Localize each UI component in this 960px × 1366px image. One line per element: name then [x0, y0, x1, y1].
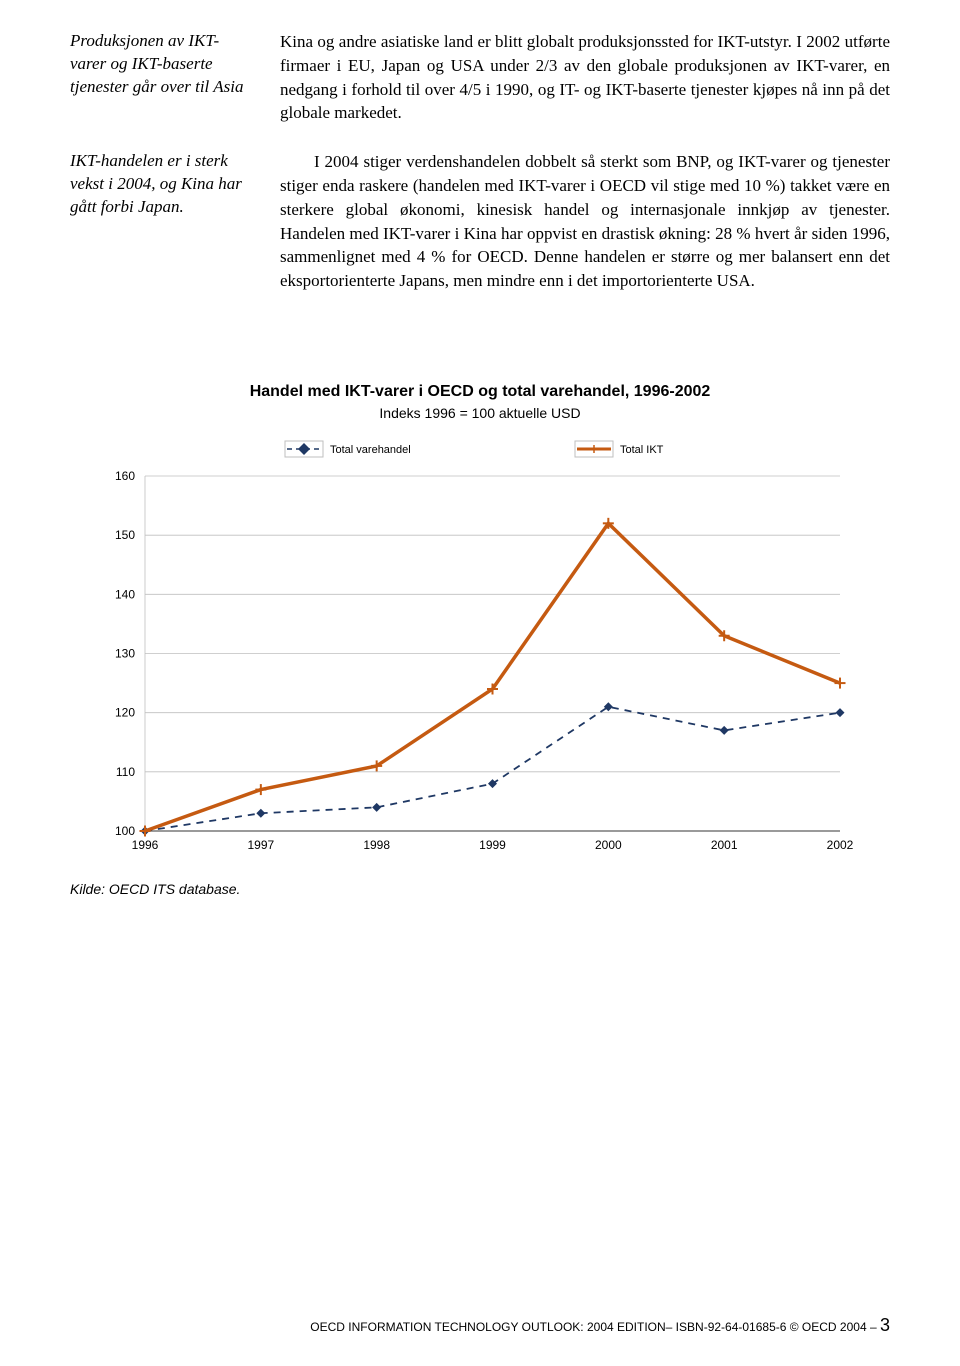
page-number: 3 [880, 1315, 890, 1335]
svg-text:150: 150 [115, 528, 135, 542]
chart-title: Handel med IKT-varer i OECD og total var… [100, 383, 860, 401]
chart-source: Kilde: OECD ITS database. [70, 881, 860, 897]
svg-text:1999: 1999 [479, 838, 506, 852]
side-note-2: IKT-handelen er i sterk vekst i 2004, og… [70, 150, 250, 293]
svg-text:2000: 2000 [595, 838, 622, 852]
svg-text:110: 110 [116, 765, 135, 779]
svg-text:Total IKT: Total IKT [620, 444, 664, 456]
para-row-1: Produksjonen av IKT-varer og IKT-baserte… [70, 30, 890, 125]
svg-text:1998: 1998 [363, 838, 390, 852]
chart-section: Handel med IKT-varer i OECD og total var… [70, 383, 890, 897]
chart-container: Total varehandel Total IKT 100 110 120 130 140… [100, 431, 860, 861]
svg-text:100: 100 [115, 824, 135, 838]
svg-text:120: 120 [115, 706, 135, 720]
svg-text:1997: 1997 [247, 838, 274, 852]
chart-subtitle: Indeks 1996 = 100 aktuelle USD [100, 405, 860, 421]
svg-text:140: 140 [115, 587, 135, 601]
svg-text:2001: 2001 [711, 838, 738, 852]
body-text-1: Kina og andre asiatiske land er blitt gl… [280, 30, 890, 125]
svg-text:2002: 2002 [827, 838, 854, 852]
footer-text: OECD INFORMATION TECHNOLOGY OUTLOOK: 200… [310, 1320, 876, 1334]
svg-text:1996: 1996 [132, 838, 159, 852]
line-chart: Total varehandel Total IKT 100 110 120 130 140… [100, 431, 860, 861]
body-text-2: I 2004 stiger verdenshandelen dobbelt så… [280, 150, 890, 293]
side-note-1: Produksjonen av IKT-varer og IKT-baserte… [70, 30, 250, 125]
para-row-2: IKT-handelen er i sterk vekst i 2004, og… [70, 150, 890, 293]
page-footer: OECD INFORMATION TECHNOLOGY OUTLOOK: 200… [310, 1315, 890, 1336]
svg-text:Total varehandel: Total varehandel [330, 444, 411, 456]
svg-text:160: 160 [115, 469, 135, 483]
svg-text:130: 130 [115, 646, 135, 660]
